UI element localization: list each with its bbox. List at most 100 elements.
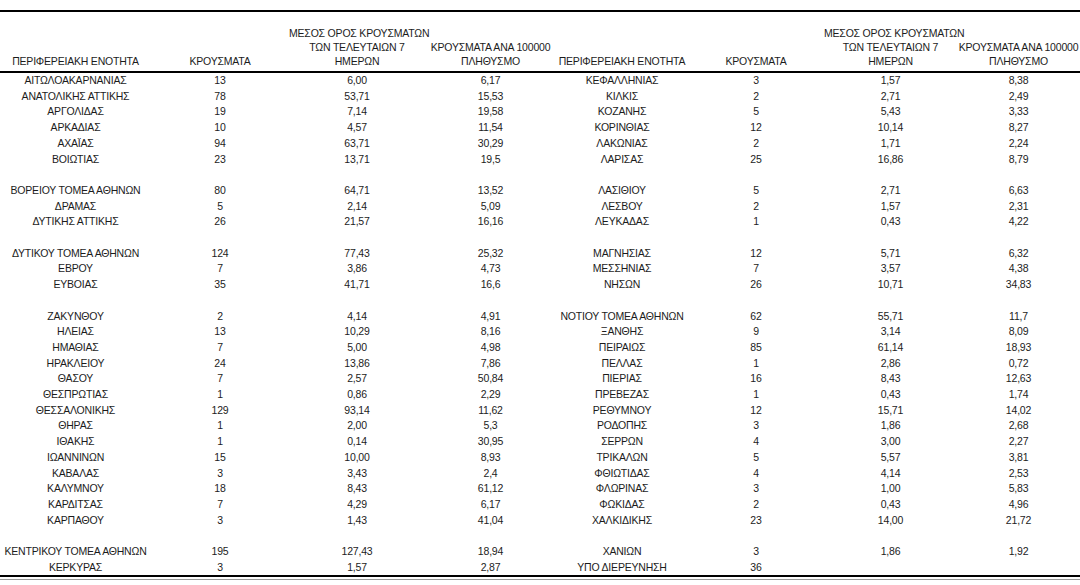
region-cell-left: ΘΗΡΑΣ	[0, 418, 151, 434]
cases-cell-right: 5	[688, 450, 824, 466]
per100k-cell-right: 4,22	[957, 214, 1080, 230]
header-avg7-right: ΜΕΣΟΣ ΟΡΟΣ ΚΡΟΥΣΜΑΤΩΝ ΤΩΝ ΤΕΛΕΥΤΑΙΩΝ 7 Η…	[824, 12, 957, 72]
avg7-cell-left: 6,00	[289, 72, 425, 89]
avg7-cell-right: 1,00	[824, 481, 957, 497]
region-cell-left: ΑΡΚΑΔΙΑΣ	[0, 120, 151, 136]
cases-cell-right: 16	[688, 371, 824, 387]
cases-cell-left: 7	[151, 340, 289, 356]
region-cell-right: ΚΟΖΑΝΗΣ	[556, 104, 688, 120]
cases-cell-right: 3	[688, 72, 824, 89]
per100k-cell-right: 4,96	[957, 497, 1080, 513]
per100k-cell-right: 2,49	[957, 89, 1080, 105]
cases-cell-left: 10	[151, 120, 289, 136]
per100k-cell-right: 5,83	[957, 481, 1080, 497]
cases-cell-left: 15	[151, 450, 289, 466]
cases-cell-right: 7	[688, 261, 824, 277]
avg7-cell-right: 1,71	[824, 136, 957, 152]
avg7-cell-right: 0,43	[824, 387, 957, 403]
cases-cell-right: 2	[688, 199, 824, 215]
cases-cell-left: 13	[151, 324, 289, 340]
avg7-cell-left: 21,57	[289, 214, 425, 230]
per100k-cell-right: 18,93	[957, 340, 1080, 356]
avg7-cell-left: 2,14	[289, 199, 425, 215]
cases-cell-left: 19	[151, 104, 289, 120]
per100k-cell-left: 5,09	[425, 199, 556, 215]
table-row: ΒΟΡΕΙΟΥ ΤΟΜΕΑ ΑΘΗΝΩΝ8064,7113,52ΛΑΣΙΘΙΟΥ…	[0, 183, 1080, 199]
avg7-cell-left: 13,71	[289, 152, 425, 168]
per100k-cell-right: 6,32	[957, 246, 1080, 262]
region-cell-left: ΑΧΑΪΑΣ	[0, 136, 151, 152]
cases-cell-left: 3	[151, 466, 289, 482]
table-row: ΕΥΒΟΙΑΣ3541,7116,6ΝΗΣΩΝ2610,7134,83	[0, 277, 1080, 293]
avg7-cell-right: 16,86	[824, 152, 957, 168]
per100k-cell-left: 13,52	[425, 183, 556, 199]
region-cell-right: ΧΑΛΚΙΔΙΚΗΣ	[556, 513, 688, 529]
region-cell-right: ΦΘΙΩΤΙΔΑΣ	[556, 466, 688, 482]
cases-cell-left: 94	[151, 136, 289, 152]
avg7-cell-left: 4,29	[289, 497, 425, 513]
region-cell-left: ΘΕΣΣΑΛΟΝΙΚΗΣ	[0, 403, 151, 419]
avg7-cell-left: 3,43	[289, 466, 425, 482]
table-row: ΘΗΡΑΣ12,005,3ΡΟΔΟΠΗΣ31,862,68	[0, 418, 1080, 434]
header-per100k-right: ΚΡΟΥΣΜΑΤΑ ΑΝΑ 100000 ΠΛΗΘΥΣΜΟ	[957, 12, 1080, 72]
cases-cell-right: 25	[688, 152, 824, 168]
cases-cell-right: 3	[688, 544, 824, 560]
table-row: ΔΥΤΙΚΗΣ ΑΤΤΙΚΗΣ2621,5716,16ΛΕΥΚΑΔΑΣ10,43…	[0, 214, 1080, 230]
per100k-cell-left: 30,29	[425, 136, 556, 152]
header-cases-left: ΚΡΟΥΣΜΑΤΑ	[151, 12, 289, 72]
region-cell-right: ΣΕΡΡΩΝ	[556, 434, 688, 450]
per100k-cell-left: 5,3	[425, 418, 556, 434]
cases-cell-left: 35	[151, 277, 289, 293]
region-cell-right: ΞΑΝΘΗΣ	[556, 324, 688, 340]
avg7-cell-left: 63,71	[289, 136, 425, 152]
per100k-cell-left: 41,04	[425, 513, 556, 529]
avg7-cell-left: 64,71	[289, 183, 425, 199]
region-cell-right: ΦΛΩΡΙΝΑΣ	[556, 481, 688, 497]
region-cell-right: ΥΠΟ ΔΙΕΡΕΥΝΗΣΗ	[556, 560, 688, 576]
table-header-row: ΠΕΡΙΦΕΡΕΙΑΚΗ ΕΝΟΤΗΤΑ ΚΡΟΥΣΜΑΤΑ ΜΕΣΟΣ ΟΡΟ…	[0, 12, 1080, 72]
avg7-cell-right: 2,71	[824, 89, 957, 105]
region-cell-left: ΙΩΑΝΝΙΝΩΝ	[0, 450, 151, 466]
cases-cell-left: 18	[151, 481, 289, 497]
avg7-cell-right: 2,71	[824, 183, 957, 199]
avg7-cell-left: 41,71	[289, 277, 425, 293]
region-cell-left: ΒΟΡΕΙΟΥ ΤΟΜΕΑ ΑΘΗΝΩΝ	[0, 183, 151, 199]
avg7-cell-right: 1,57	[824, 72, 957, 89]
cases-cell-right: 85	[688, 340, 824, 356]
region-cell-left: ΘΕΣΠΡΩΤΙΑΣ	[0, 387, 151, 403]
avg7-cell-right: 10,14	[824, 120, 957, 136]
group-spacer-cell	[0, 528, 1080, 544]
table-row: ΙΩΑΝΝΙΝΩΝ1510,008,93ΤΡΙΚΑΛΩΝ55,573,81	[0, 450, 1080, 466]
avg7-cell-right: 5,71	[824, 246, 957, 262]
table-row: ΚΑΡΔΙΤΣΑΣ74,296,17ΦΩΚΙΔΑΣ20,434,96	[0, 497, 1080, 513]
cases-cell-right: 1	[688, 387, 824, 403]
per100k-cell-left: 2,4	[425, 466, 556, 482]
avg7-cell-right: 8,43	[824, 371, 957, 387]
avg7-cell-left: 93,14	[289, 403, 425, 419]
cases-cell-left: 26	[151, 214, 289, 230]
avg7-cell-right: 0,43	[824, 497, 957, 513]
region-cell-right: ΜΕΣΣΗΝΙΑΣ	[556, 261, 688, 277]
table-row: ΚΑΡΠΑΘΟΥ31,4341,04ΧΑΛΚΙΔΙΚΗΣ2314,0021,72	[0, 513, 1080, 529]
avg7-cell-left: 7,14	[289, 104, 425, 120]
avg7-cell-left: 3,86	[289, 261, 425, 277]
cases-cell-left: 1	[151, 387, 289, 403]
region-cell-left: ΒΟΙΩΤΙΑΣ	[0, 152, 151, 168]
table-row: ΔΡΑΜΑΣ52,145,09ΛΕΣΒΟΥ21,572,31	[0, 199, 1080, 215]
region-cell-left: ΕΒΡΟΥ	[0, 261, 151, 277]
region-cell-right: ΤΡΙΚΑΛΩΝ	[556, 450, 688, 466]
cases-cell-right: 12	[688, 246, 824, 262]
cases-cell-left: 7	[151, 497, 289, 513]
avg7-cell-right: 3,00	[824, 434, 957, 450]
cases-cell-right: 5	[688, 104, 824, 120]
region-cell-left: ΔΥΤΙΚΗΣ ΑΤΤΙΚΗΣ	[0, 214, 151, 230]
cases-cell-left: 13	[151, 72, 289, 89]
header-region-left: ΠΕΡΙΦΕΡΕΙΑΚΗ ΕΝΟΤΗΤΑ	[0, 12, 151, 72]
avg7-cell-left: 8,43	[289, 481, 425, 497]
avg7-cell-right: 5,57	[824, 450, 957, 466]
avg7-cell-left: 53,71	[289, 89, 425, 105]
per100k-cell-right: 2,53	[957, 466, 1080, 482]
avg7-cell-left: 5,00	[289, 340, 425, 356]
avg7-cell-left: 1,43	[289, 513, 425, 529]
avg7-cell-right: 1,86	[824, 544, 957, 560]
